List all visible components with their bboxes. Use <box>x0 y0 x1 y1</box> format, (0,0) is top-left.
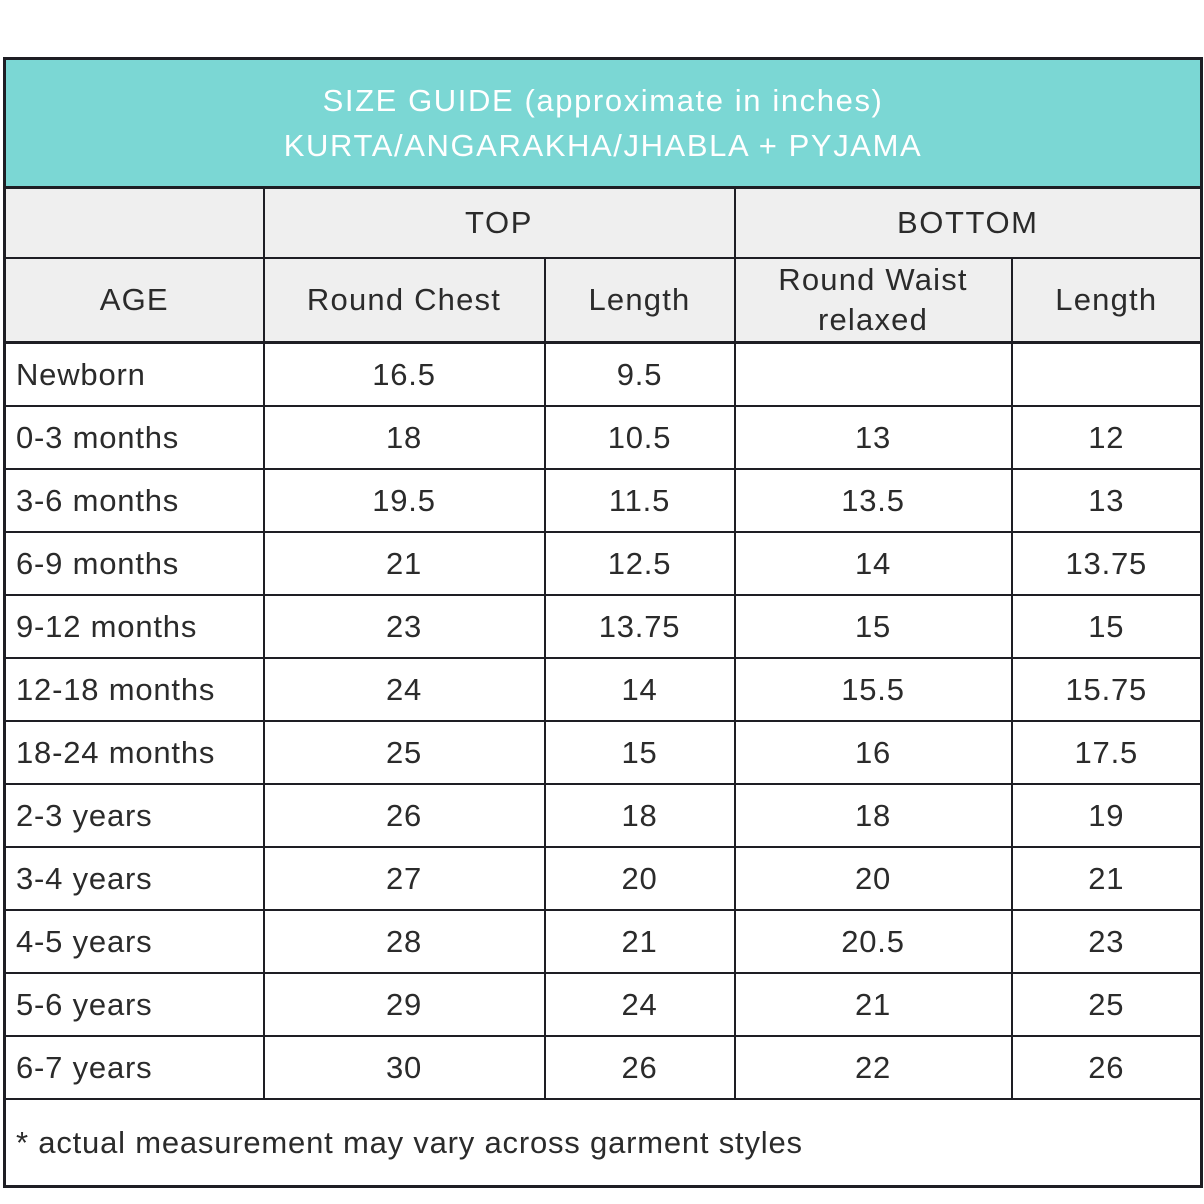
column-header-top-length: Length <box>543 257 736 344</box>
age-cell: 0-3 months <box>3 405 265 470</box>
age-cell: 18-24 months <box>3 720 265 785</box>
column-header-round-waist: Round Waist relaxed <box>733 257 1013 344</box>
bottom-length-cell <box>1010 341 1203 407</box>
round-waist-cell: 22 <box>733 1035 1013 1100</box>
round-chest-cell: 18 <box>262 405 546 470</box>
table-title: SIZE GUIDE (approximate in inches) <box>322 83 884 118</box>
round-chest-cell: 24 <box>262 657 546 722</box>
top-length-cell: 11.5 <box>543 468 736 533</box>
table-row: 5-6 years 29 24 21 25 <box>3 972 1203 1037</box>
age-cell: 12-18 months <box>3 657 265 722</box>
column-header-round-chest: Round Chest <box>262 257 546 344</box>
bottom-length-cell: 15.75 <box>1010 657 1203 722</box>
top-length-cell: 12.5 <box>543 531 736 596</box>
round-waist-cell: 15.5 <box>733 657 1013 722</box>
bottom-length-cell: 25 <box>1010 972 1203 1037</box>
top-length-cell: 24 <box>543 972 736 1037</box>
table-row: 0-3 months 18 10.5 13 12 <box>3 405 1203 470</box>
bottom-length-cell: 12 <box>1010 405 1203 470</box>
top-length-cell: 14 <box>543 657 736 722</box>
top-length-cell: 15 <box>543 720 736 785</box>
round-chest-cell: 21 <box>262 531 546 596</box>
table-row: 4-5 years 28 21 20.5 23 <box>3 909 1203 974</box>
age-cell: 3-4 years <box>3 846 265 911</box>
round-waist-cell: 21 <box>733 972 1013 1037</box>
top-length-cell: 18 <box>543 783 736 848</box>
title-band: SIZE GUIDE (approximate in inches) KURTA… <box>3 57 1203 189</box>
top-length-cell: 13.75 <box>543 594 736 659</box>
table-row: 2-3 years 26 18 18 19 <box>3 783 1203 848</box>
age-cell: 5-6 years <box>3 972 265 1037</box>
round-chest-cell: 27 <box>262 846 546 911</box>
round-chest-cell: 25 <box>262 720 546 785</box>
table-row: 3-4 years 27 20 20 21 <box>3 846 1203 911</box>
age-cell: 9-12 months <box>3 594 265 659</box>
bottom-length-cell: 13.75 <box>1010 531 1203 596</box>
age-cell: 3-6 months <box>3 468 265 533</box>
group-header-blank <box>3 186 265 259</box>
table-subtitle: KURTA/ANGARAKHA/JHABLA + PYJAMA <box>283 128 923 163</box>
round-waist-cell: 20 <box>733 846 1013 911</box>
round-chest-cell: 26 <box>262 783 546 848</box>
bottom-length-cell: 17.5 <box>1010 720 1203 785</box>
group-header-row: TOP BOTTOM <box>3 186 1203 259</box>
top-length-cell: 9.5 <box>543 341 736 407</box>
size-guide-table: SIZE GUIDE (approximate in inches) KURTA… <box>3 57 1204 1188</box>
bottom-length-cell: 19 <box>1010 783 1203 848</box>
round-chest-cell: 30 <box>262 1035 546 1100</box>
column-header-bottom-length: Length <box>1010 257 1203 344</box>
age-cell: Newborn <box>3 341 265 407</box>
round-waist-cell <box>733 341 1013 407</box>
round-waist-cell: 18 <box>733 783 1013 848</box>
round-chest-cell: 16.5 <box>262 341 546 407</box>
round-waist-cell: 20.5 <box>733 909 1013 974</box>
round-waist-cell: 13 <box>733 405 1013 470</box>
round-waist-cell: 13.5 <box>733 468 1013 533</box>
age-cell: 2-3 years <box>3 783 265 848</box>
top-length-cell: 26 <box>543 1035 736 1100</box>
footnote-row: * actual measurement may vary across gar… <box>3 1098 1203 1188</box>
round-waist-cell: 15 <box>733 594 1013 659</box>
table-row: 6-9 months 21 12.5 14 13.75 <box>3 531 1203 596</box>
round-chest-cell: 29 <box>262 972 546 1037</box>
table-title-cell: SIZE GUIDE (approximate in inches) KURTA… <box>3 57 1203 189</box>
round-waist-cell: 16 <box>733 720 1013 785</box>
column-header-age: AGE <box>3 257 265 344</box>
table-row: Newborn 16.5 9.5 <box>3 341 1203 407</box>
table-row: 6-7 years 30 26 22 26 <box>3 1035 1203 1100</box>
footnote: * actual measurement may vary across gar… <box>3 1098 1203 1188</box>
column-header-round-waist-label: Round Waist relaxed <box>778 262 968 337</box>
group-header-bottom: BOTTOM <box>733 186 1203 259</box>
round-chest-cell: 28 <box>262 909 546 974</box>
bottom-length-cell: 23 <box>1010 909 1203 974</box>
age-cell: 4-5 years <box>3 909 265 974</box>
table-row: 3-6 months 19.5 11.5 13.5 13 <box>3 468 1203 533</box>
column-header-row: AGE Round Chest Length Round Waist relax… <box>3 257 1203 344</box>
round-waist-cell: 14 <box>733 531 1013 596</box>
bottom-length-cell: 13 <box>1010 468 1203 533</box>
age-cell: 6-7 years <box>3 1035 265 1100</box>
bottom-length-cell: 15 <box>1010 594 1203 659</box>
bottom-length-cell: 21 <box>1010 846 1203 911</box>
table-row: 12-18 months 24 14 15.5 15.75 <box>3 657 1203 722</box>
top-length-cell: 20 <box>543 846 736 911</box>
top-length-cell: 21 <box>543 909 736 974</box>
age-cell: 6-9 months <box>3 531 265 596</box>
bottom-length-cell: 26 <box>1010 1035 1203 1100</box>
group-header-top: TOP <box>262 186 736 259</box>
round-chest-cell: 19.5 <box>262 468 546 533</box>
round-chest-cell: 23 <box>262 594 546 659</box>
table-row: 9-12 months 23 13.75 15 15 <box>3 594 1203 659</box>
table-row: 18-24 months 25 15 16 17.5 <box>3 720 1203 785</box>
top-length-cell: 10.5 <box>543 405 736 470</box>
